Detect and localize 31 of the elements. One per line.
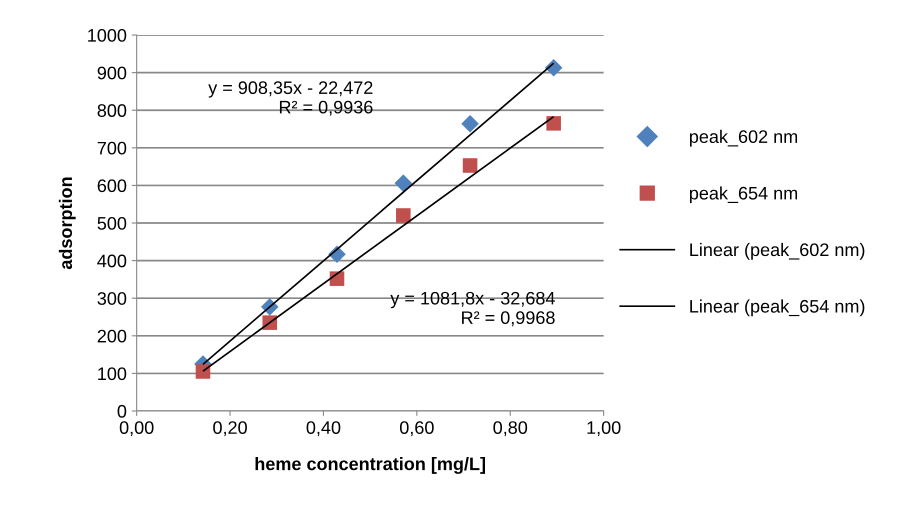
x-axis-title: heme concentration [mg/L] xyxy=(256,456,486,474)
point xyxy=(394,174,412,192)
x-tick-label: 0,60 xyxy=(400,421,434,436)
y-tick-label: 400 xyxy=(97,254,126,268)
y-tick-label: 600 xyxy=(98,179,126,192)
y-tick-label: 700 xyxy=(98,142,126,155)
y-tick-label: 0 xyxy=(118,404,126,418)
x-tick-label: 0,80 xyxy=(493,421,528,436)
x-tick-label: 1,00 xyxy=(587,421,620,436)
point xyxy=(396,208,411,223)
y-tick-label: 100 xyxy=(98,367,126,380)
annotation: y = 1081,8x - 32,684 R² = 0,9968 xyxy=(390,292,555,326)
y-axis-title: adsorption xyxy=(58,177,76,270)
y-tick-label: 800 xyxy=(98,104,126,117)
legend-label: Linear (peak_654 nm) xyxy=(690,299,864,316)
point xyxy=(196,364,210,379)
x-tick-label: 0,20 xyxy=(213,421,247,436)
x-tick-label: 0,40 xyxy=(306,421,340,436)
point xyxy=(461,114,479,133)
y-tick-label: 200 xyxy=(98,330,126,343)
y-tick-label: 900 xyxy=(98,66,126,80)
point xyxy=(462,158,478,173)
legend-label: Linear (peak_602 nm) xyxy=(690,242,864,260)
y-tick-label: 300 xyxy=(98,292,126,305)
point xyxy=(546,116,561,131)
legend-label: peak_654 nm xyxy=(690,186,798,204)
annotation: y = 908,35x - 22,472 R² = 0,9936 xyxy=(208,81,373,116)
x-tick-label: 0,00 xyxy=(120,421,154,436)
legend-label: peak_602 nm xyxy=(690,130,798,147)
y-tick-label: 1000 xyxy=(88,28,126,42)
y-tick-label: 500 xyxy=(98,216,126,230)
